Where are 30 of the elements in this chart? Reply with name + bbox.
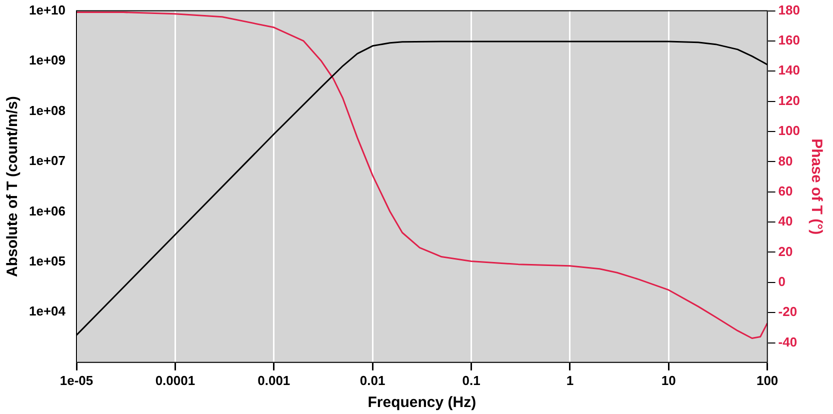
y2-tick-label: 180 — [778, 2, 800, 18]
x-tick-label: 1 — [566, 372, 574, 388]
y-tick-label: 1e+08 — [28, 102, 66, 118]
x-tick-label: 10 — [661, 372, 676, 388]
y-axis-title: Absolute of T (count/m/s) — [4, 96, 22, 278]
y-tick-label: 1e+09 — [28, 52, 66, 68]
y2-tick-label: 120 — [778, 92, 800, 108]
x-tick-label: 1e-05 — [60, 372, 94, 388]
x-tick-label: 0.001 — [258, 372, 290, 388]
y2-tick-label: 60 — [778, 183, 793, 198]
y2-tick-label: -40 — [778, 334, 798, 350]
y2-tick-label: 0 — [778, 274, 786, 289]
y-tick-label: 1e+10 — [28, 2, 66, 18]
y2-tick-label: 140 — [778, 62, 800, 78]
x-axis-title: Frequency (Hz) — [368, 394, 476, 412]
y2-axis-title: Phase of T (°) — [808, 138, 825, 235]
y2-tick-label: 160 — [778, 32, 800, 48]
y-tick-label: 1e+06 — [28, 203, 66, 218]
y2-tick-label: 80 — [778, 153, 793, 168]
y-tick-label: 1e+07 — [28, 153, 66, 168]
x-tick-label: 100 — [756, 372, 778, 388]
x-tick-label: 0.1 — [462, 372, 480, 388]
y-tick-label: 1e+04 — [28, 304, 66, 319]
y-tick-label: 1e+05 — [28, 254, 66, 269]
x-tick-label: 0.01 — [360, 372, 386, 388]
y2-tick-label: 40 — [778, 214, 793, 229]
y2-tick-label: -20 — [778, 304, 798, 320]
x-tick-label: 0.0001 — [155, 372, 196, 388]
y2-tick-label: 100 — [778, 123, 800, 138]
y2-tick-label: 20 — [778, 244, 793, 259]
